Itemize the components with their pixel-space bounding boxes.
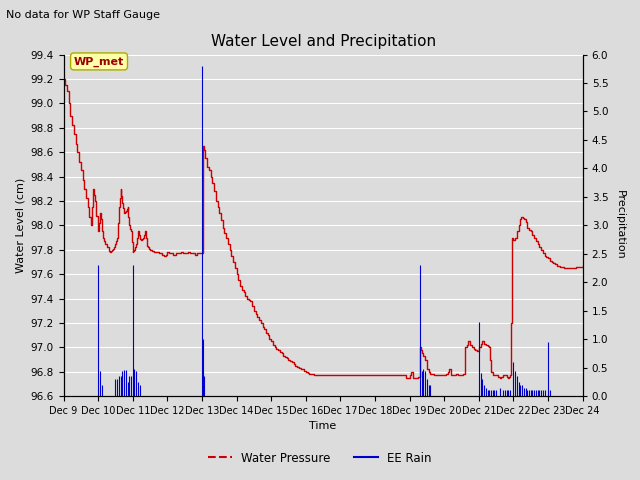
Y-axis label: Water Level (cm): Water Level (cm) bbox=[15, 178, 25, 273]
X-axis label: Time: Time bbox=[310, 421, 337, 432]
Text: No data for WP Staff Gauge: No data for WP Staff Gauge bbox=[6, 10, 161, 20]
Text: WP_met: WP_met bbox=[74, 56, 124, 67]
Legend: Water Pressure, EE Rain: Water Pressure, EE Rain bbox=[204, 447, 436, 469]
Title: Water Level and Precipitation: Water Level and Precipitation bbox=[211, 34, 436, 49]
Y-axis label: Precipitation: Precipitation bbox=[615, 191, 625, 260]
